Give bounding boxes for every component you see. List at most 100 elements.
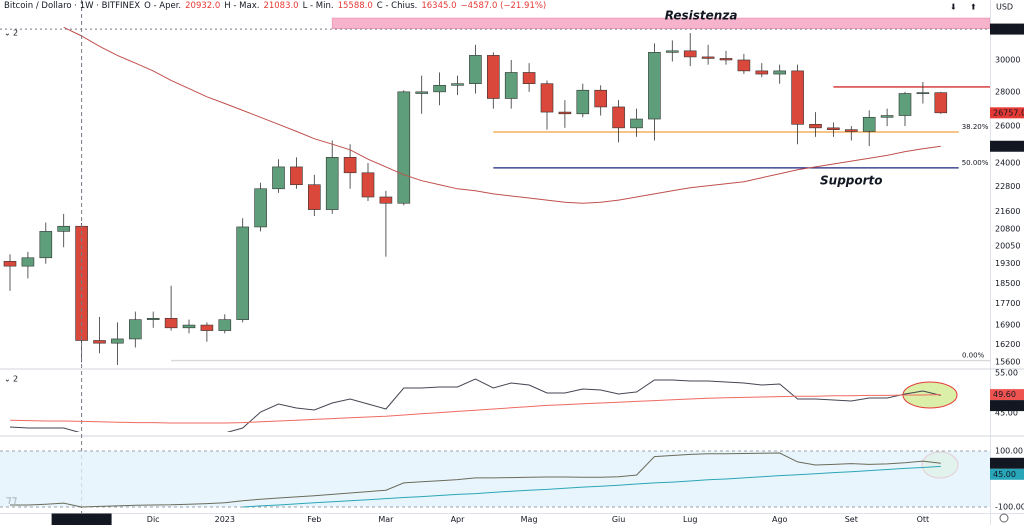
candle-body	[594, 89, 608, 108]
indicator-line	[242, 465, 941, 508]
ohlc-value: 15588.0	[337, 1, 373, 11]
pane	[9, 378, 941, 432]
price-tag	[990, 23, 1024, 35]
candle-body	[755, 70, 769, 75]
candle-body	[648, 52, 661, 120]
scroll-icon[interactable]: ⬆	[970, 3, 977, 12]
candle-body	[558, 111, 572, 115]
candle-body	[93, 340, 106, 344]
indicator-line	[9, 394, 941, 424]
zone-label: Resistenza	[665, 9, 738, 23]
candle-body	[504, 72, 518, 99]
indicator-count[interactable]: 2	[13, 375, 18, 384]
y-tick-label: 19300	[995, 259, 1020, 268]
level-label: 38.20%	[962, 123, 989, 131]
price-tag-label: 26757.0	[993, 108, 1024, 117]
price-tag	[990, 457, 1024, 469]
x-tick-label: Mag	[521, 515, 538, 524]
candle-body	[218, 319, 232, 331]
symbol: Bitcoin / Dollaro · 1W · BITFINEX	[4, 1, 141, 11]
price-tag	[990, 140, 1024, 152]
candle-body	[701, 56, 715, 59]
candle-body	[683, 50, 697, 58]
x-tick-label: Apr	[451, 515, 466, 524]
x-tick-label: 2023	[215, 515, 235, 524]
candle-body	[343, 157, 357, 174]
price-tag-label: 49.60	[993, 390, 1016, 399]
x-tick-label: Feb	[307, 515, 321, 524]
candle-body	[272, 166, 285, 190]
scroll-icon[interactable]: ⬇	[950, 3, 957, 12]
currency[interactable]: USD	[996, 3, 1013, 12]
candle-body	[325, 157, 339, 210]
candle-body	[737, 59, 751, 72]
x-tick-label: Mar	[378, 515, 394, 524]
candle-body	[916, 92, 930, 94]
candle-body	[182, 324, 196, 329]
x-tick-label: Ott	[917, 515, 930, 524]
candle-body	[254, 188, 267, 228]
candle-body	[397, 91, 411, 204]
candle-body	[791, 70, 804, 125]
candle-body	[200, 324, 214, 331]
candle-body	[39, 231, 53, 259]
candle-body	[307, 184, 321, 210]
candle-body	[3, 261, 17, 267]
indicator-count[interactable]: 2	[13, 29, 18, 38]
price-tag-label: 49.39	[993, 401, 1016, 410]
candle-body	[146, 317, 160, 320]
candle-body	[111, 338, 124, 344]
candle-body	[290, 166, 303, 186]
y-tick-label: 24000	[995, 159, 1020, 168]
candle-body	[773, 70, 787, 75]
candle-body	[415, 91, 429, 94]
candle-body	[898, 93, 912, 116]
ohlc-key: H - Max.	[224, 1, 260, 11]
pane-toggle[interactable]: ⌄	[4, 29, 11, 38]
annotation: Supporto	[820, 173, 883, 187]
time-tag	[51, 513, 112, 525]
candle-body	[719, 58, 733, 61]
indicator-line	[10, 452, 941, 508]
x-tick-label: Giu	[612, 515, 626, 524]
price-tag-label: 24889.4	[993, 142, 1024, 151]
y-tick-label: -100.00	[995, 503, 1024, 512]
settings-icon[interactable]	[999, 513, 1009, 523]
x-tick-label: lun 07 Nov '22	[53, 515, 111, 524]
candle-body	[164, 317, 178, 329]
pane	[3, 17, 990, 366]
price-tag-label: 45.00	[993, 470, 1016, 479]
band	[0, 451, 990, 508]
pane-toggle[interactable]: ⌄	[4, 375, 11, 384]
y-tick-label: 20800	[995, 225, 1020, 234]
candle-body	[844, 129, 858, 132]
price-tag	[990, 389, 1024, 401]
price-tag	[990, 107, 1024, 119]
candle-body	[576, 89, 590, 115]
y-tick-label: 55.00	[995, 369, 1018, 378]
y-tick-label: 16900	[995, 321, 1020, 330]
y-tick-label: 20050	[995, 242, 1020, 251]
candle-body	[934, 92, 948, 114]
candle-body	[361, 172, 375, 198]
candle-body	[540, 83, 554, 113]
price-tag-label: 56.10	[993, 459, 1016, 468]
candle-body	[21, 257, 35, 267]
y-tick-label: 15600	[995, 358, 1020, 367]
ohlc-value: 16345.0	[421, 1, 457, 11]
y-tick-label: 21600	[995, 207, 1020, 216]
y-tick-label: 16200	[995, 340, 1020, 349]
y-tick-label: 22800	[995, 182, 1020, 191]
indicator-line	[9, 378, 941, 432]
price-tag	[990, 400, 1024, 412]
legend-header: Bitcoin / Dollaro · 1W · BITFINEX O - Ape…	[4, 1, 550, 11]
zone	[331, 17, 990, 30]
candle-body	[809, 124, 822, 129]
ohlc-value: 21083.0	[263, 1, 299, 11]
candle-body	[612, 106, 625, 129]
moving-average	[63, 26, 941, 204]
candle-body	[57, 225, 71, 232]
level-label: 0.00%	[962, 352, 985, 360]
